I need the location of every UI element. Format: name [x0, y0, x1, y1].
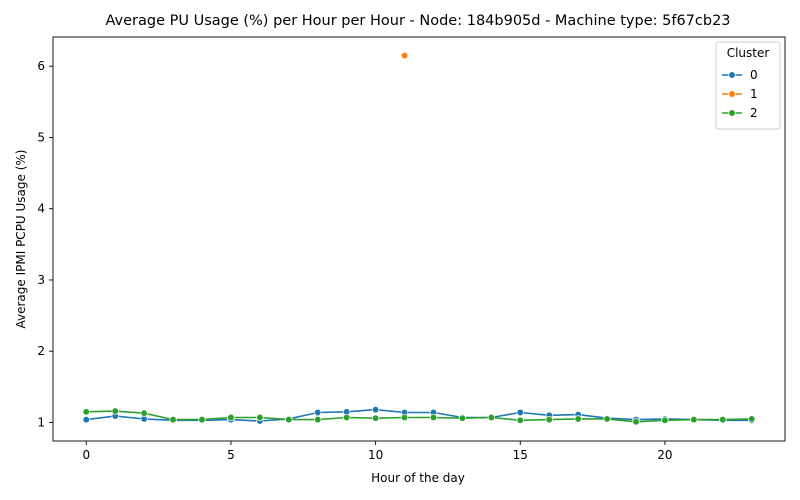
data-point-2 [603, 415, 611, 423]
data-point-2 [690, 415, 698, 424]
y-axis-label: Average IPMI PCPU Usage (%) [14, 150, 28, 329]
data-point-2 [314, 415, 322, 424]
data-point-0 [371, 405, 380, 414]
series-layer [82, 51, 756, 426]
x-axis-label: Hour of the day [371, 471, 465, 485]
plot-frame [52, 36, 786, 442]
x-tick-label: 5 [227, 448, 235, 462]
data-point-2 [140, 409, 148, 417]
chart-title: Average PU Usage (%) per Hour per Hour -… [105, 13, 730, 29]
y-tick-label: 6 [37, 59, 45, 73]
series-1 [400, 51, 409, 60]
data-point-2 [748, 415, 756, 423]
y-tick-label: 1 [37, 415, 45, 429]
legend-entry-0: 0 [750, 68, 758, 82]
data-point-2 [661, 416, 669, 424]
data-point-2 [111, 407, 119, 415]
data-point-2 [285, 415, 293, 424]
data-point-2 [198, 415, 206, 424]
y-tick-label: 2 [37, 344, 45, 358]
data-point-2 [169, 415, 177, 424]
x-tick-label: 15 [513, 448, 528, 462]
series-2 [82, 407, 756, 426]
data-point-2 [719, 415, 727, 424]
series-line-2 [86, 410, 752, 423]
data-point-2 [574, 415, 582, 423]
legend-title: Cluster [727, 46, 770, 60]
data-point-2 [516, 416, 524, 424]
x-tick-label: 0 [82, 448, 90, 462]
legend-entry-2: 2 [750, 106, 758, 120]
data-point-2 [82, 408, 90, 416]
data-point-0 [314, 408, 322, 417]
data-point-2 [256, 413, 264, 422]
data-point-2 [458, 414, 467, 422]
legend-marker-1 [728, 90, 736, 98]
data-point-2 [227, 413, 235, 422]
legend: Cluster 0 1 2 [715, 41, 781, 130]
y-tick-label: 3 [37, 273, 45, 287]
x-tick-label: 10 [368, 448, 383, 462]
data-point-2 [487, 413, 495, 422]
data-point-2 [429, 413, 438, 422]
data-point-2 [371, 414, 380, 422]
data-point-2 [545, 415, 553, 424]
data-point-2 [632, 418, 640, 426]
data-point-2 [343, 413, 351, 422]
legend-marker-2 [728, 109, 736, 117]
data-point-1 [400, 51, 409, 60]
data-point-2 [400, 413, 409, 422]
legend-box [715, 41, 781, 130]
y-tick-label: 5 [37, 130, 45, 144]
data-point-0 [516, 408, 524, 417]
y-tick-label: 4 [37, 202, 45, 216]
legend-marker-0 [728, 71, 736, 79]
legend-entry-1: 1 [750, 87, 758, 101]
data-point-0 [82, 415, 90, 424]
x-tick-label: 20 [657, 448, 672, 462]
